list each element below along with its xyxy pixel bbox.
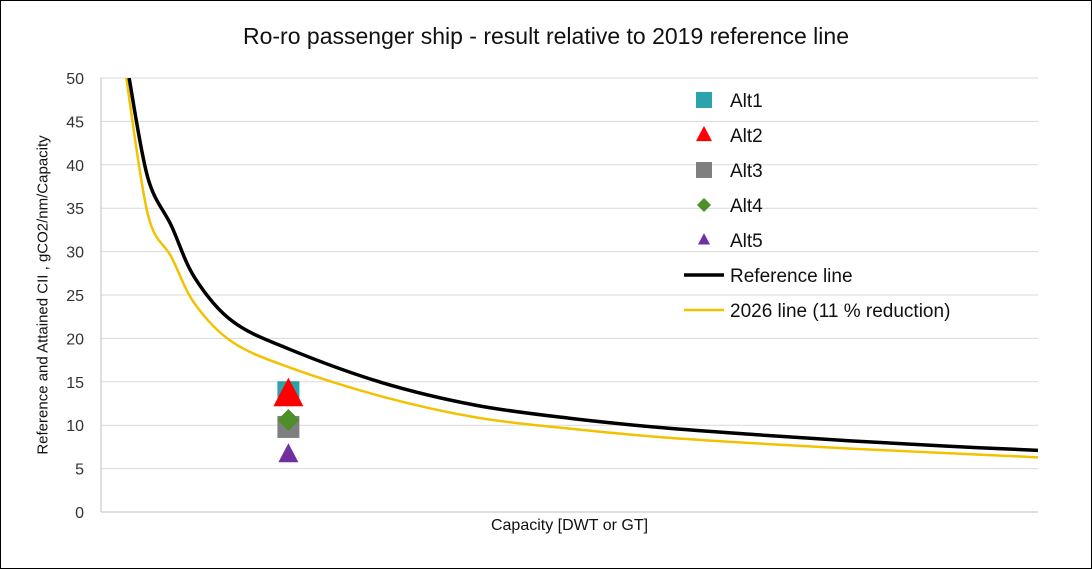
legend-label-alt1: Alt1 (730, 91, 763, 112)
series-line-2026 (125, 78, 1038, 459)
legend-swatch-alt1 (696, 92, 712, 108)
y-tick-label-30: 30 (66, 245, 84, 262)
y-tick-label-20: 20 (66, 331, 84, 348)
legend-label-2026-line-11-reduction: 2026 line (11 % reduction) (730, 301, 950, 322)
y-tick-label-10: 10 (66, 418, 84, 435)
legend-swatch-alt3 (696, 162, 712, 178)
y-tick-label-25: 25 (66, 288, 84, 305)
y-tick-label-40: 40 (66, 158, 84, 175)
legend-label-alt4: Alt4 (730, 196, 763, 217)
legend-swatch-alt2 (696, 125, 712, 142)
x-axis-label: Capacity [DWT or GT] (490, 517, 649, 534)
legend-label-alt5: Alt5 (730, 231, 763, 252)
point-alt2-0 (273, 377, 304, 407)
y-tick-label-15: 15 (66, 375, 84, 392)
y-tick-label-5: 5 (75, 462, 84, 479)
chart-title: Ro-ro passenger ship - result relative t… (243, 23, 849, 49)
series-line-reference (127, 78, 1038, 453)
legend-label-reference-line: Reference line (730, 266, 853, 287)
legend-label-alt2: Alt2 (730, 126, 763, 147)
legend-swatch-alt4 (697, 198, 711, 212)
point-alt5-0 (278, 443, 299, 463)
point-alt4-0 (277, 408, 300, 431)
y-tick-label-50: 50 (66, 71, 84, 88)
y-tick-label-45: 45 (66, 114, 84, 131)
y-tick-label-35: 35 (66, 201, 84, 218)
legend-swatch-alt5 (698, 233, 710, 245)
y-tick-label-0: 0 (75, 505, 84, 522)
legend-label-alt3: Alt3 (730, 161, 763, 182)
